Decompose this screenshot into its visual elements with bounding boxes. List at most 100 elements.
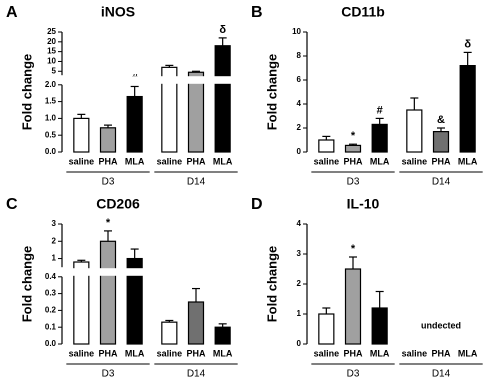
x-tick-label: MLA [458,348,478,358]
y-axis-label: Fold change [264,246,279,323]
bar [371,123,388,153]
y-tick-label: 25 [47,27,56,36]
y-tick-label: 2 [297,279,302,288]
y-tick-label: 0 [297,147,302,156]
chart-title: CD206 [96,196,140,212]
bar [459,64,476,153]
y-tick-label: 2 [52,236,57,245]
y-tick-label: 4 [297,99,302,108]
x-tick-label: PHA [343,156,363,166]
bar [73,117,90,153]
x-tick-label: MLA [125,156,145,166]
group-label: D3 [102,177,115,188]
bar [187,301,205,345]
panel-label: B [251,4,263,21]
axis-break [56,268,238,276]
y-tick-label: 1.0 [45,114,57,123]
x-tick-label: MLA [213,348,233,358]
group-label: D3 [102,369,115,380]
group-label: D14 [432,369,451,380]
y-tick-label: 0.2 [45,306,57,315]
significance-mark: δ [464,38,471,50]
group-label: D3 [347,177,360,188]
x-tick-label: saline [157,348,183,358]
x-tick-label: MLA [213,156,233,166]
x-tick-label: saline [157,156,183,166]
group-label: D14 [187,369,206,380]
y-tick-label: 0 [297,339,302,348]
y-axis-label: Fold change [19,246,34,323]
panel-label: C [6,196,18,213]
group-label: D3 [347,369,360,380]
bar [187,71,205,153]
x-tick-label: PHA [186,156,206,166]
x-tick-label: MLA [125,348,145,358]
x-tick-label: saline [402,348,428,358]
note: undected [421,320,461,330]
bar [99,127,117,153]
y-tick-label: 1 [52,254,57,263]
x-tick-label: PHA [431,348,451,358]
y-tick-label: 1.5 [45,97,57,106]
y-tick-label: 0.1 [45,322,57,331]
chart-title: iNOS [101,4,135,20]
y-axis-label: Fold change [264,54,279,131]
x-tick-label: PHA [343,348,363,358]
bar [318,139,335,153]
y-tick-label: 4 [297,219,302,228]
bar [161,321,178,345]
chart-title: IL-10 [347,196,380,212]
chart-title: CD11b [341,4,385,20]
bar [214,45,231,153]
significance-mark: * [351,130,356,142]
y-tick-label: 8 [297,51,302,60]
y-tick-label: 3 [297,249,302,258]
significance-mark: δ [219,24,226,36]
y-tick-label: 5 [52,66,57,75]
bar [214,326,231,345]
bar [99,240,117,345]
bar [371,307,388,345]
panel-label: D [251,196,263,213]
group-label: D14 [187,177,206,188]
y-tick-label: 10 [47,57,56,66]
y-tick-label: 6 [297,75,302,84]
axis-break [56,76,238,84]
bar [318,313,335,345]
y-tick-label: 0.0 [45,339,57,348]
x-tick-label: saline [69,156,95,166]
y-tick-label: 3 [52,219,57,228]
x-tick-label: saline [314,156,340,166]
bar [406,109,423,153]
bar [126,95,143,153]
x-tick-label: MLA [370,348,390,358]
y-axis-label: Fold change [19,54,34,131]
y-tick-label: 2.0 [45,80,57,89]
significance-mark: * [106,217,111,229]
significance-mark: * [351,243,356,255]
x-tick-label: PHA [98,348,118,358]
x-tick-label: PHA [98,156,118,166]
y-tick-label: 20 [47,37,56,46]
y-tick-label: 1 [297,309,302,318]
significance-mark: & [437,114,445,126]
bar [344,144,362,153]
y-tick-label: 2 [297,123,302,132]
bar [432,131,450,153]
y-tick-label: 15 [47,47,56,56]
y-tick-label: 10 [292,27,301,36]
group-label: D14 [432,177,451,188]
panel-label: A [6,4,18,21]
x-tick-label: PHA [431,156,451,166]
x-tick-label: PHA [186,348,206,358]
x-tick-label: MLA [458,156,478,166]
y-tick-label: 0.5 [45,130,57,139]
y-tick-label: 0.0 [45,147,57,156]
x-tick-label: MLA [370,156,390,166]
x-tick-label: saline [69,348,95,358]
x-tick-label: saline [314,348,340,358]
x-tick-label: saline [402,156,428,166]
y-tick-label: 0.3 [45,289,57,298]
significance-mark: # [377,104,383,116]
